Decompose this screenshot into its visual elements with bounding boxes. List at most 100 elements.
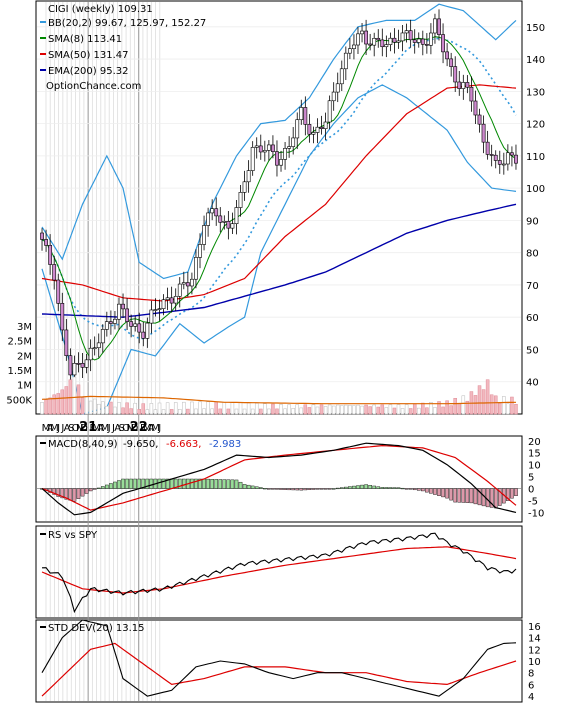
macd-histogram-bar <box>344 486 348 489</box>
macd-histogram-bar <box>489 488 494 508</box>
macd-histogram-bar <box>493 488 498 509</box>
macd-histogram-bar <box>291 488 295 491</box>
macd-histogram-bar <box>113 481 117 489</box>
macd-histogram-bar <box>416 488 421 491</box>
volume-bar <box>368 406 372 415</box>
volume-bar <box>210 408 214 415</box>
macd-histogram-bar <box>250 485 255 489</box>
x-tick-label: 22 <box>130 420 148 435</box>
macd-histogram-bar <box>190 478 194 489</box>
volume-bar <box>218 408 223 415</box>
macd-histogram-bar <box>412 488 417 491</box>
volume-bar <box>360 405 364 415</box>
volume-bar <box>352 405 356 415</box>
macd-histogram-bar <box>441 488 445 498</box>
candle-body <box>226 220 231 229</box>
x-tick-label: A <box>64 423 71 434</box>
macd-histogram-bar <box>129 478 133 489</box>
candle-body <box>404 30 409 34</box>
volume-bar <box>178 409 182 415</box>
candle-body <box>433 18 437 34</box>
candle-body <box>177 283 182 297</box>
candle-body <box>104 321 109 330</box>
candle-body <box>465 82 470 88</box>
macd-histogram-bar <box>368 485 372 489</box>
candle-body <box>137 323 142 333</box>
candle-body <box>347 48 352 54</box>
macd-line <box>41 442 517 516</box>
candle-body <box>242 181 247 193</box>
macd-histogram-bar <box>348 486 352 489</box>
candle-body <box>279 159 283 166</box>
macd-histogram-bar <box>56 488 61 497</box>
bb-mid-line <box>41 37 517 340</box>
candle-body <box>68 355 73 376</box>
candle-body <box>453 66 458 83</box>
volume-bar <box>303 404 308 415</box>
price-tick-label: 40 <box>526 378 539 389</box>
macd-histogram-bar <box>149 478 154 489</box>
volume-bar <box>307 407 312 415</box>
candle-body <box>388 37 393 45</box>
x-tick-label: J <box>157 423 161 434</box>
macd-histogram-bar <box>242 484 247 489</box>
macd-histogram-bar <box>92 488 97 490</box>
volume-bar <box>396 404 401 415</box>
candle-body <box>121 303 125 310</box>
volume-bar <box>76 384 81 415</box>
candle-body <box>84 359 89 368</box>
candle-body <box>477 114 482 125</box>
volume-bar <box>125 402 129 415</box>
volume-bar <box>344 404 348 415</box>
macd-histogram-bar <box>52 488 56 495</box>
macd-histogram-bar <box>238 481 243 489</box>
legend-sma50: SMA(50) 131.47 <box>40 50 129 61</box>
candle-body <box>445 51 450 60</box>
volume-bar <box>331 405 336 415</box>
volume-bar <box>202 408 206 415</box>
macd-histogram-bar <box>295 488 300 491</box>
volume-bar <box>242 408 247 415</box>
macd-histogram-bar <box>202 478 206 489</box>
volume-bar <box>194 408 198 415</box>
macd-tick-label: 0 <box>528 485 534 496</box>
volume-bar <box>246 402 251 415</box>
volume-bar <box>226 408 231 415</box>
candle-body <box>376 37 381 41</box>
volume-bar <box>275 408 279 415</box>
x-tick-label: M <box>50 423 59 434</box>
volume-bar <box>473 395 478 415</box>
x-tick-label: S <box>68 423 74 434</box>
candle-body <box>125 308 129 322</box>
volume-bar <box>449 405 453 415</box>
macd-histogram-bar <box>469 488 474 504</box>
volume-bar <box>400 408 405 415</box>
volume-bar <box>380 404 385 415</box>
candle-body <box>424 43 429 46</box>
candle-body <box>481 123 486 143</box>
candle-body <box>153 309 158 311</box>
volume-bar <box>173 402 178 415</box>
candle-body <box>72 363 77 376</box>
macd-histogram-bar <box>497 488 502 506</box>
candle-body <box>157 308 162 310</box>
macd-histogram-bar <box>72 488 77 502</box>
candle-body <box>514 154 518 164</box>
candle-body <box>311 132 316 135</box>
macd-histogram-bar <box>214 479 219 489</box>
volume-bar <box>259 408 263 415</box>
volume-bar <box>238 402 243 415</box>
price-tick-label: 120 <box>526 120 545 131</box>
macd-histogram-bar <box>400 487 405 490</box>
macd-histogram-bar <box>485 488 490 508</box>
candle-body <box>254 145 259 148</box>
macd-histogram-bar <box>392 487 397 489</box>
candle-body <box>108 321 113 324</box>
volume-bar <box>335 404 340 415</box>
volume-tick-label: 2M <box>17 351 32 362</box>
candle-body <box>173 295 178 304</box>
volume-bar <box>287 404 291 415</box>
price-tick-label: 130 <box>526 87 545 98</box>
candle-body <box>437 18 441 35</box>
candle-body <box>56 279 61 304</box>
